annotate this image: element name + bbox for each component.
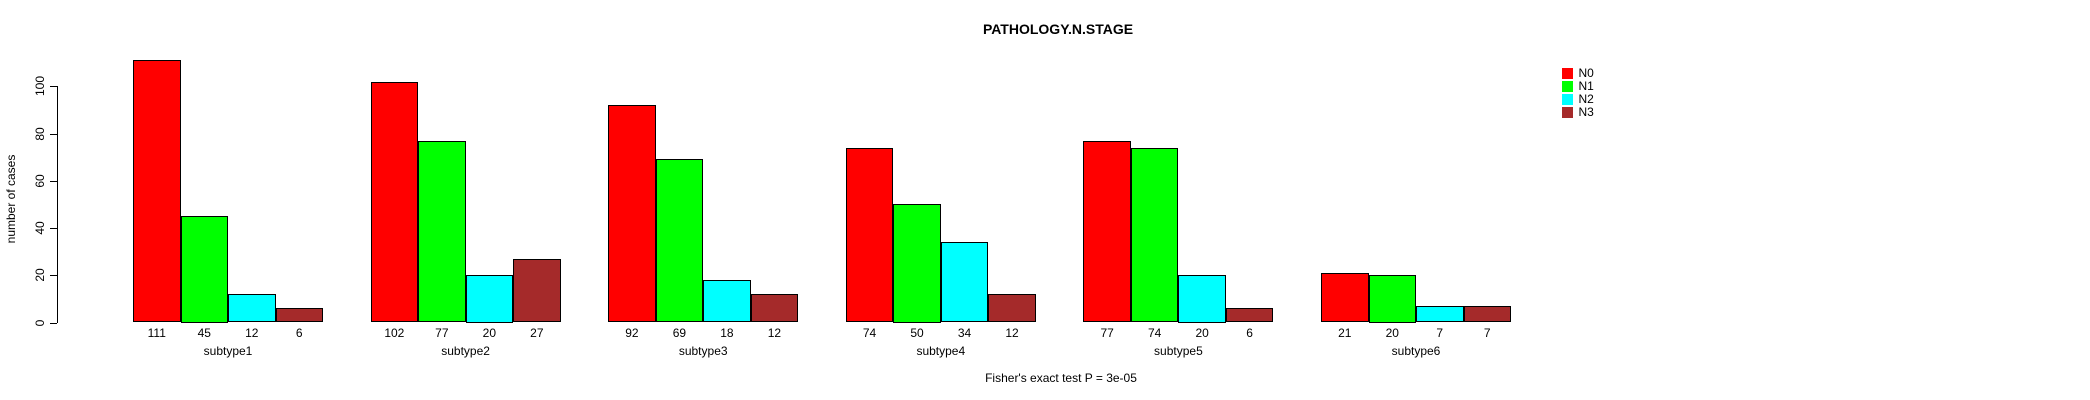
bar-value-label: 111: [147, 326, 166, 340]
category-label-subtype6: subtype6: [1391, 344, 1441, 358]
bar-N2-subtype1: [228, 294, 276, 323]
category-label-subtype4: subtype4: [916, 344, 966, 358]
y-axis-line: [56, 86, 58, 323]
legend-label-N2: N2: [1578, 92, 1594, 106]
bar-value-label: 7: [1436, 326, 1444, 340]
bar-N2-subtype2: [465, 275, 514, 323]
y-axis-label: number of cases: [4, 154, 18, 244]
bar-value-label: 21: [1338, 326, 1352, 340]
bar-N1-subtype5: [1130, 147, 1179, 323]
bar-N2-subtype3: [703, 279, 751, 323]
bar-N1-subtype3: [655, 159, 704, 323]
bar-value-label: 12: [1005, 326, 1019, 340]
legend: N0 N1 N2 N3: [1562, 67, 1594, 119]
bar-value-label: 6: [295, 326, 303, 340]
category-label-subtype2: subtype2: [441, 344, 490, 358]
legend-label-N0: N0: [1578, 66, 1594, 80]
bar-value-label: 74: [1147, 326, 1162, 340]
bar-N3-subtype2: [513, 258, 561, 323]
bar-value-label: 12: [245, 326, 259, 340]
legend-item-N2: N2: [1562, 93, 1594, 106]
bar-value-label: 20: [482, 326, 497, 340]
bar-N0-subtype3: [608, 105, 656, 323]
bar-value-label: 20: [1385, 326, 1399, 340]
bar-N2-subtype6: [1416, 305, 1464, 323]
bar-N2-subtype5: [1178, 275, 1226, 323]
y-tick-label: 100: [33, 76, 47, 97]
y-tick: [49, 275, 57, 277]
category-label-subtype1: subtype1: [203, 344, 253, 358]
legend-label-N3: N3: [1578, 105, 1594, 119]
bar-N0-subtype4: [845, 147, 894, 323]
bar-value-label: 102: [384, 326, 405, 340]
bar-N0-subtype2: [370, 81, 419, 323]
legend-swatch-N1: [1562, 81, 1573, 92]
footer-stat-text: Fisher's exact test P = 3e-05: [985, 371, 1137, 385]
bar-N2-subtype4: [940, 242, 989, 323]
bar-N1-subtype6: [1368, 275, 1416, 323]
bar-value-label: 77: [435, 326, 449, 340]
bar-N3-subtype1: [275, 308, 323, 323]
y-tick-label: 80: [33, 126, 47, 141]
legend-item-N3: N3: [1562, 106, 1594, 119]
bar-value-label: 69: [672, 326, 687, 340]
bar-N0-subtype6: [1321, 272, 1369, 323]
legend-swatch-N0: [1562, 68, 1573, 79]
y-tick-label: 20: [33, 268, 47, 282]
chart-title: PATHOLOGY.N.STAGE: [982, 21, 1134, 37]
legend-label-N1: N1: [1578, 79, 1594, 93]
bar-N3-subtype4: [988, 294, 1036, 323]
bar-N0-subtype5: [1083, 140, 1131, 323]
bar-N1-subtype1: [180, 216, 228, 323]
bar-value-label: 34: [957, 326, 972, 340]
bar-value-label: 27: [530, 326, 544, 340]
bar-value-label: 7: [1483, 326, 1491, 340]
y-tick-label: 40: [33, 221, 47, 235]
bar-N3-subtype5: [1225, 308, 1274, 323]
y-tick-label: 60: [33, 174, 47, 188]
bar-N1-subtype2: [418, 140, 466, 323]
category-label-subtype3: subtype3: [678, 344, 728, 358]
legend-swatch-N2: [1562, 94, 1573, 105]
y-tick: [49, 180, 57, 182]
legend-swatch-N3: [1562, 107, 1573, 118]
y-tick: [49, 228, 57, 229]
bar-value-label: 77: [1100, 326, 1114, 340]
y-tick: [49, 322, 57, 324]
bar-value-label: 50: [910, 326, 924, 340]
bar-N3-subtype6: [1463, 305, 1511, 323]
bar-N0-subtype1: [133, 60, 181, 323]
bar-value-label: 74: [862, 326, 877, 340]
bar-value-label: 45: [197, 326, 211, 340]
bar-N3-subtype3: [750, 294, 799, 323]
y-tick-label: 0: [33, 319, 47, 326]
bar-value-label: 18: [720, 326, 734, 340]
legend-item-N1: N1: [1562, 80, 1594, 93]
legend-item-N0: N0: [1562, 67, 1594, 80]
y-tick: [49, 86, 57, 88]
bar-value-label: 6: [1246, 326, 1253, 340]
bar-N1-subtype4: [893, 204, 941, 323]
bar-value-label: 92: [625, 326, 639, 340]
bar-value-label: 12: [767, 326, 782, 340]
category-label-subtype5: subtype5: [1154, 344, 1203, 358]
y-tick: [49, 133, 57, 135]
bar-value-label: 20: [1195, 326, 1209, 340]
